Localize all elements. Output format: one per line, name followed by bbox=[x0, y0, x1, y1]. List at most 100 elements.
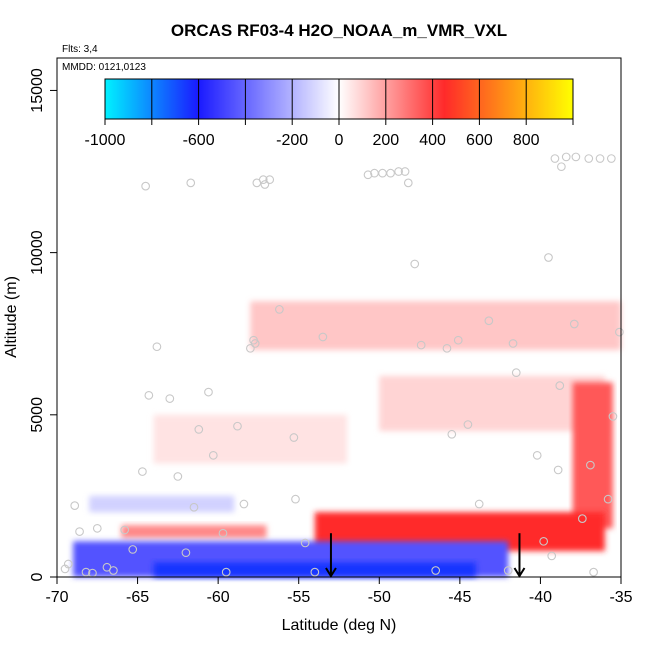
flight-point bbox=[484, 316, 494, 326]
arrow-marker bbox=[513, 533, 526, 578]
flight-point bbox=[186, 178, 196, 188]
y-tick-label: 10000 bbox=[29, 230, 46, 275]
flight-point bbox=[260, 180, 270, 189]
colorbar: -1000 -600 -200 0 200 400 600 800 bbox=[85, 78, 574, 149]
flight-point bbox=[289, 433, 299, 442]
flight-point bbox=[204, 387, 213, 397]
flight-point bbox=[447, 429, 457, 439]
flight-point bbox=[403, 178, 413, 188]
x-tick-label: -65 bbox=[126, 589, 149, 606]
flight-point bbox=[584, 154, 594, 163]
flight-point bbox=[173, 472, 183, 481]
flight-track-layer bbox=[60, 152, 624, 578]
flight-point bbox=[165, 394, 175, 403]
flight-point bbox=[386, 168, 395, 178]
flight-point bbox=[120, 525, 130, 535]
y-tick-label: 0 bbox=[29, 572, 46, 581]
x-tick-label: -50 bbox=[368, 589, 391, 606]
colorbar-tick-label: -600 bbox=[183, 132, 215, 149]
flight-point bbox=[265, 175, 275, 184]
x-tick-label: -35 bbox=[609, 589, 632, 606]
flight-point bbox=[218, 528, 228, 538]
flight-point bbox=[553, 465, 563, 475]
flight-point bbox=[250, 339, 260, 348]
flight-point bbox=[109, 566, 118, 575]
flight-point bbox=[569, 319, 579, 329]
flight-point bbox=[363, 170, 373, 180]
anomaly-region-low-red-west bbox=[121, 525, 267, 539]
flight-point bbox=[400, 167, 410, 176]
flight-point bbox=[532, 451, 542, 460]
anomaly-region-blue-streak bbox=[89, 495, 235, 513]
flight-point bbox=[189, 502, 199, 512]
x-axis-label: Latitude (deg N) bbox=[282, 617, 397, 634]
flight-point bbox=[511, 368, 521, 377]
y-axis-label: Altitude (m) bbox=[3, 276, 20, 358]
flight-point bbox=[550, 154, 560, 163]
anomaly-region-mid-west-layer bbox=[153, 414, 348, 464]
flight-point bbox=[555, 381, 565, 390]
colorbar-frame bbox=[104, 78, 574, 120]
flights-label: Flts: 3,4 bbox=[62, 44, 98, 55]
x-tick-label: -40 bbox=[529, 589, 552, 606]
flight-point bbox=[474, 499, 484, 509]
flight-point bbox=[416, 340, 426, 350]
flight-point bbox=[291, 494, 300, 504]
colorbar-tick-label: 0 bbox=[335, 132, 344, 149]
flight-point bbox=[300, 538, 310, 548]
flight-point bbox=[577, 514, 587, 523]
flight-point bbox=[539, 536, 549, 546]
flight-point bbox=[571, 152, 581, 162]
flight-point bbox=[92, 523, 102, 533]
flight-point bbox=[128, 545, 138, 554]
flight-point bbox=[378, 168, 387, 178]
date-label: MMDD: 0121,0123 bbox=[62, 62, 146, 73]
colorbar-tick-label: 400 bbox=[419, 132, 446, 149]
flight-point bbox=[138, 467, 147, 476]
flight-point bbox=[63, 559, 73, 569]
flight-point bbox=[394, 167, 403, 176]
flight-point bbox=[81, 567, 91, 577]
arrows-layer bbox=[325, 533, 526, 578]
flight-point bbox=[410, 259, 420, 269]
y-tick-label: 15000 bbox=[29, 68, 46, 113]
flight-point bbox=[442, 343, 452, 353]
flight-point bbox=[463, 420, 473, 429]
flight-point bbox=[608, 412, 618, 421]
flight-point bbox=[547, 551, 557, 561]
anomaly-region-mid-east-layer bbox=[379, 375, 605, 432]
colorbar-tick-label: -1000 bbox=[85, 132, 126, 149]
flight-point bbox=[606, 154, 616, 163]
flight-point bbox=[181, 548, 191, 558]
flight-point bbox=[310, 567, 320, 577]
flight-point bbox=[453, 335, 463, 345]
x-axis: -70 -65 -60 -55 -50 -45 -40 -35 bbox=[45, 576, 633, 606]
flight-point bbox=[603, 494, 613, 504]
flight-point bbox=[589, 567, 598, 577]
flight-point bbox=[557, 162, 566, 172]
flight-point bbox=[144, 391, 154, 400]
flight-point bbox=[233, 421, 242, 431]
flight-point bbox=[508, 339, 518, 348]
heatmap-layer bbox=[73, 301, 621, 577]
chart-title: ORCAS RF03-4 H2O_NOAA_m_VMR_VXL bbox=[171, 21, 507, 40]
colorbar-tick-label: 200 bbox=[372, 132, 399, 149]
anomaly-region-east-column bbox=[572, 382, 613, 529]
flight-point bbox=[221, 567, 231, 577]
anomaly-region-upper-layer bbox=[250, 301, 621, 350]
flight-point bbox=[258, 175, 268, 184]
colorbar-tick-label: 800 bbox=[513, 132, 540, 149]
flight-point bbox=[208, 451, 218, 460]
x-tick-label: -60 bbox=[207, 589, 230, 606]
flight-point bbox=[586, 460, 595, 470]
flight-point bbox=[544, 253, 553, 262]
flight-point bbox=[503, 566, 513, 575]
colorbar-tick-label: 600 bbox=[466, 132, 493, 149]
flight-point bbox=[615, 327, 624, 337]
x-tick-label: -45 bbox=[448, 589, 471, 606]
flight-point bbox=[275, 305, 284, 314]
flight-point bbox=[431, 566, 441, 575]
y-axis: 0 5000 10000 15000 bbox=[29, 68, 58, 581]
colorbar-tick-label: -200 bbox=[276, 132, 308, 149]
